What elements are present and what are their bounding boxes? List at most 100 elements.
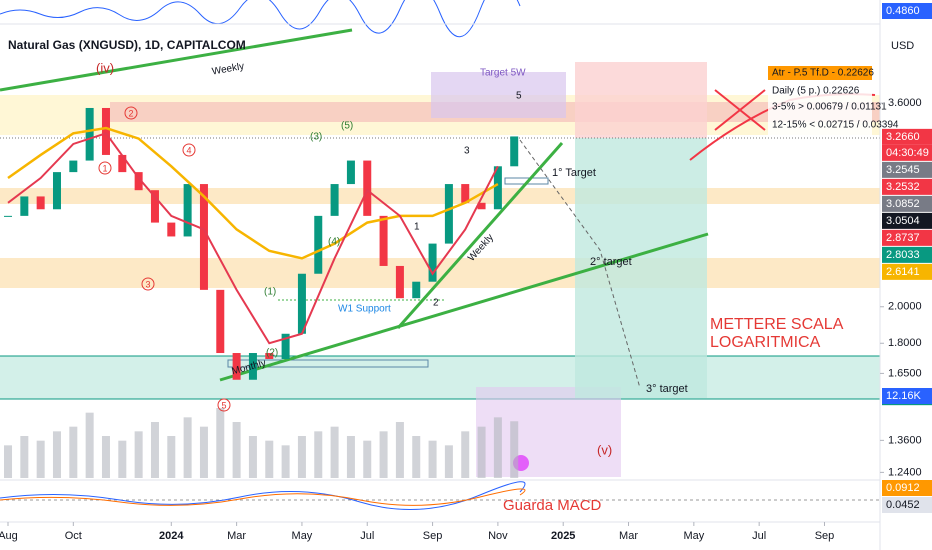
x-tick-label: 2024	[159, 530, 184, 542]
wave-circle	[98, 161, 112, 175]
price-tag	[882, 161, 932, 178]
candle	[118, 154, 127, 173]
volume-bar	[297, 436, 306, 478]
candle	[134, 172, 143, 191]
wave-label: (1)	[264, 287, 276, 298]
currency: USD	[891, 40, 914, 52]
wave-circle-label: 1	[102, 163, 107, 173]
note: Guarda MACD	[503, 497, 602, 514]
volume-bar	[134, 431, 143, 478]
note-box: METTERE SCALA LOGARITMICA	[710, 316, 843, 351]
candle	[444, 184, 453, 244]
moving-average	[7, 132, 499, 345]
volume-bar	[330, 426, 339, 478]
volume-bar	[363, 440, 372, 478]
wave-circle	[182, 143, 196, 157]
volume-bar	[4, 445, 13, 478]
candle	[461, 184, 470, 203]
candle	[85, 107, 94, 161]
price-tag-label: 3.0504	[886, 215, 920, 227]
volume-bar	[167, 436, 176, 478]
wave-label: (2)	[266, 348, 278, 359]
y-tick-label: 1.3600	[888, 434, 922, 446]
wave-label: (4)	[328, 237, 340, 248]
atr-line: 12-15% < 0.02715 / 0.03394	[772, 120, 899, 131]
volume-bar	[346, 436, 355, 478]
indicator-tag-label: 0.4860	[886, 5, 920, 17]
wave-label: (v)	[597, 442, 612, 457]
macd-tag	[882, 497, 932, 513]
candle	[297, 273, 306, 334]
volume-bar	[183, 417, 192, 478]
x-tick-label: 2025	[551, 530, 575, 542]
candle	[477, 202, 486, 210]
candle	[346, 160, 355, 185]
price-tag	[882, 195, 932, 212]
x-tick-label: Mar	[619, 530, 638, 542]
price-tag	[882, 178, 932, 195]
y-tick-label: 2.0000	[888, 301, 922, 313]
candle	[167, 222, 176, 237]
macd-tag	[882, 480, 932, 496]
x-tick-label: Aug	[0, 530, 18, 542]
volume-tag	[882, 388, 932, 404]
candle	[69, 160, 78, 173]
wave-label: (5)	[341, 121, 353, 132]
volume-bar	[510, 421, 519, 478]
wave-circle	[141, 277, 155, 291]
x-tick-label: Nov	[488, 530, 508, 542]
candle	[248, 353, 257, 380]
countdown-tag	[882, 144, 932, 161]
countdown: 04:30:49	[886, 147, 929, 159]
volume-bar	[52, 431, 61, 478]
volume-bar	[36, 440, 45, 478]
candle	[36, 196, 45, 210]
price-tag-label: 2.6141	[886, 266, 920, 278]
target-label: 2° target	[590, 256, 632, 268]
candle	[52, 172, 61, 210]
target-label: Target 5W	[480, 68, 526, 79]
wave-label: 2	[433, 298, 439, 309]
target-label: 3° target	[646, 383, 688, 395]
candle	[493, 166, 502, 210]
candle	[363, 160, 372, 216]
volume-bar	[477, 426, 486, 478]
macd-tag-label: 0.0452	[886, 499, 920, 511]
price-tag	[882, 229, 932, 246]
candle	[510, 136, 519, 167]
x-tick-label: Oct	[65, 530, 82, 542]
x-tick-label: Sep	[423, 530, 443, 542]
note: METTERE SCALA LOGARITMICA	[710, 316, 843, 351]
title: Natural Gas (XNGUSD), 1D, CAPITALCOM	[8, 38, 246, 52]
atr-line: Atr - P.5 Tf.D - 0.22626	[772, 68, 874, 79]
x-tick-label: May	[683, 530, 704, 542]
candle	[428, 243, 437, 282]
wave-label: (iv)	[96, 60, 114, 75]
y-tick-label: 3.6000	[888, 97, 922, 109]
volume-bar	[232, 422, 241, 478]
wave-label: (3)	[310, 132, 322, 143]
candle	[314, 215, 323, 274]
support-label: W1 Support	[338, 304, 391, 315]
candle	[183, 184, 192, 237]
volume-bar	[428, 440, 437, 478]
x-tick-label: Sep	[815, 530, 835, 542]
candle	[265, 353, 274, 360]
volume-bar	[444, 445, 453, 478]
wave-circle-label: 4	[186, 145, 191, 155]
volume-tag-label: 12.16K	[886, 390, 922, 402]
macd-tag-label: 0.0912	[886, 482, 920, 494]
price-tag	[882, 263, 932, 280]
y-tick-label: 1.8000	[888, 337, 922, 349]
candle	[395, 265, 404, 299]
volume-bar	[118, 440, 127, 478]
y-tick-label: 1.6500	[888, 367, 922, 379]
candle	[20, 196, 29, 216]
price-tag-label: 3.2545	[886, 164, 920, 176]
candle	[4, 215, 13, 217]
candle	[199, 184, 208, 290]
price-tag	[882, 128, 932, 145]
wave-circle-label: 5	[221, 400, 226, 410]
volume-bar	[101, 436, 110, 478]
